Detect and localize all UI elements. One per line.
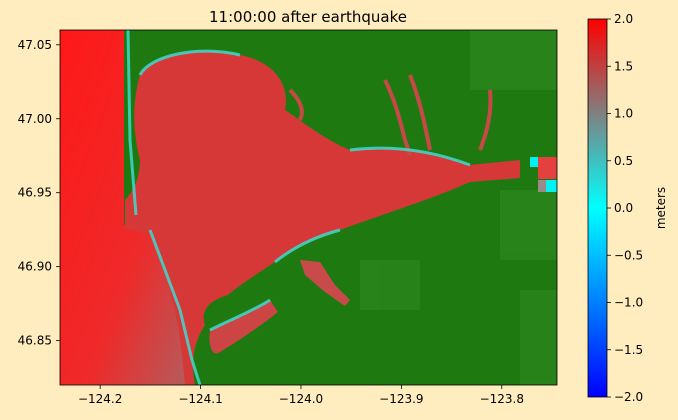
colorbar-label: meters: [654, 187, 668, 229]
bay-water: [125, 51, 520, 385]
x-tick-label: −124.2: [78, 392, 122, 406]
x-tick-label: −124.0: [279, 392, 323, 406]
x-tick-label: −124.1: [178, 392, 222, 406]
edge-patch-red: [538, 157, 557, 179]
axes-frame: [59, 29, 558, 386]
y-tick-label: 47.05: [18, 38, 52, 52]
y-axis: 46.85 46.90 46.95 47.00 47.05: [18, 38, 60, 348]
x-tick-label: −123.8: [480, 392, 524, 406]
colorbar: [587, 18, 608, 398]
colorbar-tick-label: 1.0: [614, 107, 633, 121]
colorbar-tick-label: −0.5: [614, 248, 643, 262]
terrain-shading: [360, 30, 557, 385]
colorbar-tick-label: −1.0: [614, 296, 643, 310]
colorbar-tick-label: 0.5: [614, 154, 633, 168]
y-tick-label: 46.95: [18, 186, 52, 200]
edge-patch-cyan: [530, 157, 538, 167]
y-tick-label: 46.90: [18, 260, 52, 274]
colorbar-tick-label: 0.0: [614, 201, 633, 215]
shoreline-fringe: [126, 30, 471, 385]
river-inlets: [288, 74, 493, 156]
x-axis: −124.2 −124.1 −124.0 −123.9 −123.8: [78, 385, 524, 406]
x-tick-label: −123.9: [379, 392, 423, 406]
plot-area: [60, 30, 557, 385]
colorbar-tick-label: −1.5: [614, 343, 643, 357]
south-channel: [209, 300, 278, 354]
colorbar-tick-label: 2.0: [614, 12, 633, 26]
y-tick-label: 46.85: [18, 334, 52, 348]
colorbar-axis: 2.0 1.5 1.0 0.5 0.0 −0.5 −1.0 −1.5 −2.0: [607, 12, 643, 404]
edge-patch-cyan-2: [546, 180, 557, 192]
chart-title: 11:00:00 after earthquake: [209, 8, 407, 26]
edge-patch-grey: [538, 180, 546, 192]
southeast-inlet: [300, 260, 350, 306]
colorbar-tick-label: 1.5: [614, 59, 633, 73]
ocean-region: [60, 30, 195, 385]
y-tick-label: 47.00: [18, 112, 52, 126]
colorbar-tick-label: −2.0: [614, 390, 643, 404]
